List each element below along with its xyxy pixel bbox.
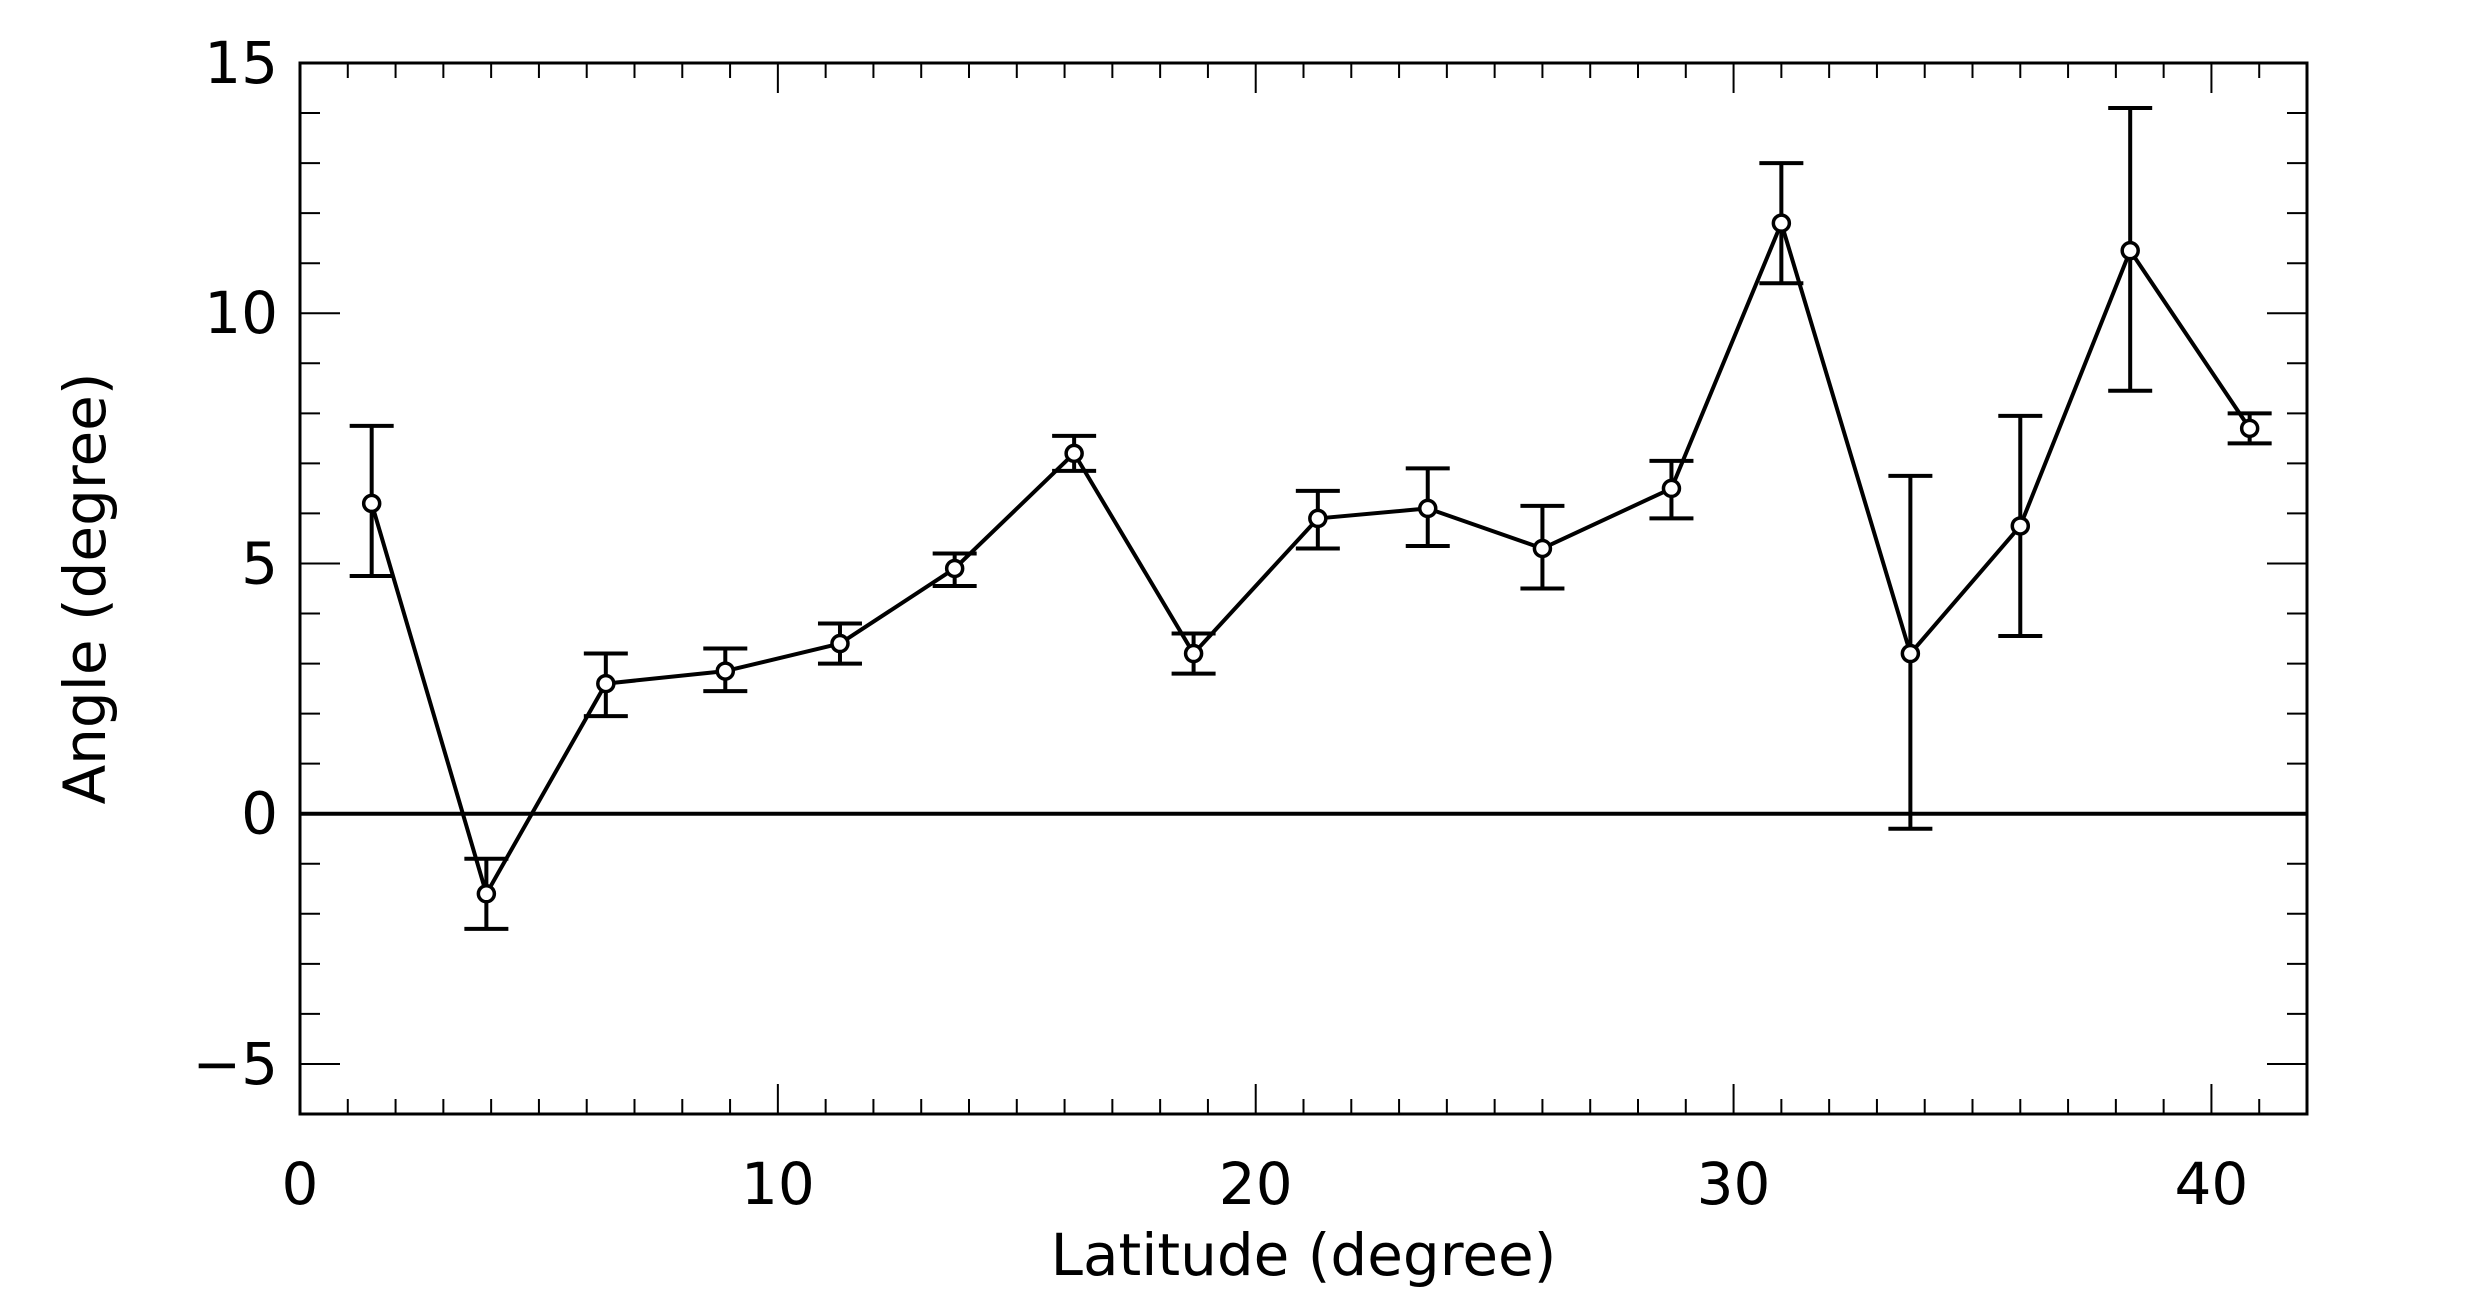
data-point xyxy=(1295,488,1340,551)
point-marker xyxy=(715,661,736,681)
point-marker xyxy=(1661,478,1682,499)
point-marker xyxy=(1417,498,1438,519)
point-marker xyxy=(361,493,382,514)
data-point xyxy=(1759,161,1804,286)
point-marker xyxy=(944,558,965,579)
point-marker xyxy=(2010,516,2031,536)
data-point xyxy=(2227,411,2272,446)
series-line xyxy=(369,221,2252,896)
data-point xyxy=(1998,413,2043,639)
series-group xyxy=(349,106,2272,931)
data-point xyxy=(1520,503,1565,591)
y-tick-label: 10 xyxy=(204,279,278,347)
point-marker xyxy=(1064,443,1084,464)
point-marker xyxy=(1532,538,1553,559)
point-marker xyxy=(1900,643,1921,664)
y-tick-labels: −5 0 5 10 15 xyxy=(193,29,279,1098)
y-tick-label: −5 xyxy=(193,1030,279,1098)
y-tick-label: 0 xyxy=(241,780,278,848)
data-point xyxy=(349,423,394,578)
data-point xyxy=(583,651,628,719)
x-axis-title: Latitude (degree) xyxy=(1051,1221,1557,1289)
point-marker xyxy=(2120,240,2140,261)
data-point xyxy=(464,856,509,931)
data-point xyxy=(817,621,862,666)
data-point xyxy=(932,551,977,588)
y-tick-label: 5 xyxy=(241,529,278,597)
point-marker xyxy=(1308,508,1328,529)
data-point xyxy=(703,646,748,694)
point-marker xyxy=(830,633,850,654)
point-marker xyxy=(596,673,616,694)
data-point xyxy=(1405,466,1450,548)
point-marker xyxy=(1183,643,1204,664)
x-tick-label: 30 xyxy=(1697,1150,1771,1218)
data-point xyxy=(1888,473,1933,831)
x-tick-label: 20 xyxy=(1219,1150,1293,1218)
y-tick-label: 15 xyxy=(204,29,278,97)
point-marker xyxy=(1771,213,1792,233)
data-point xyxy=(1171,631,1216,676)
x-tick-labels: 0 10 20 30 40 xyxy=(282,1150,2249,1218)
x-tick-label: 40 xyxy=(2175,1150,2249,1218)
plot-frame xyxy=(298,61,2309,1116)
x-tick-label: 0 xyxy=(282,1150,319,1218)
data-point xyxy=(1052,433,1097,473)
y-axis-title: Angle (degree) xyxy=(51,373,119,805)
point-marker xyxy=(2239,418,2260,439)
x-tick-label: 10 xyxy=(741,1150,815,1218)
tick-marks-group xyxy=(299,62,2308,1115)
data-point xyxy=(1649,458,1694,521)
point-marker xyxy=(476,884,497,904)
data-point xyxy=(2108,106,2153,393)
